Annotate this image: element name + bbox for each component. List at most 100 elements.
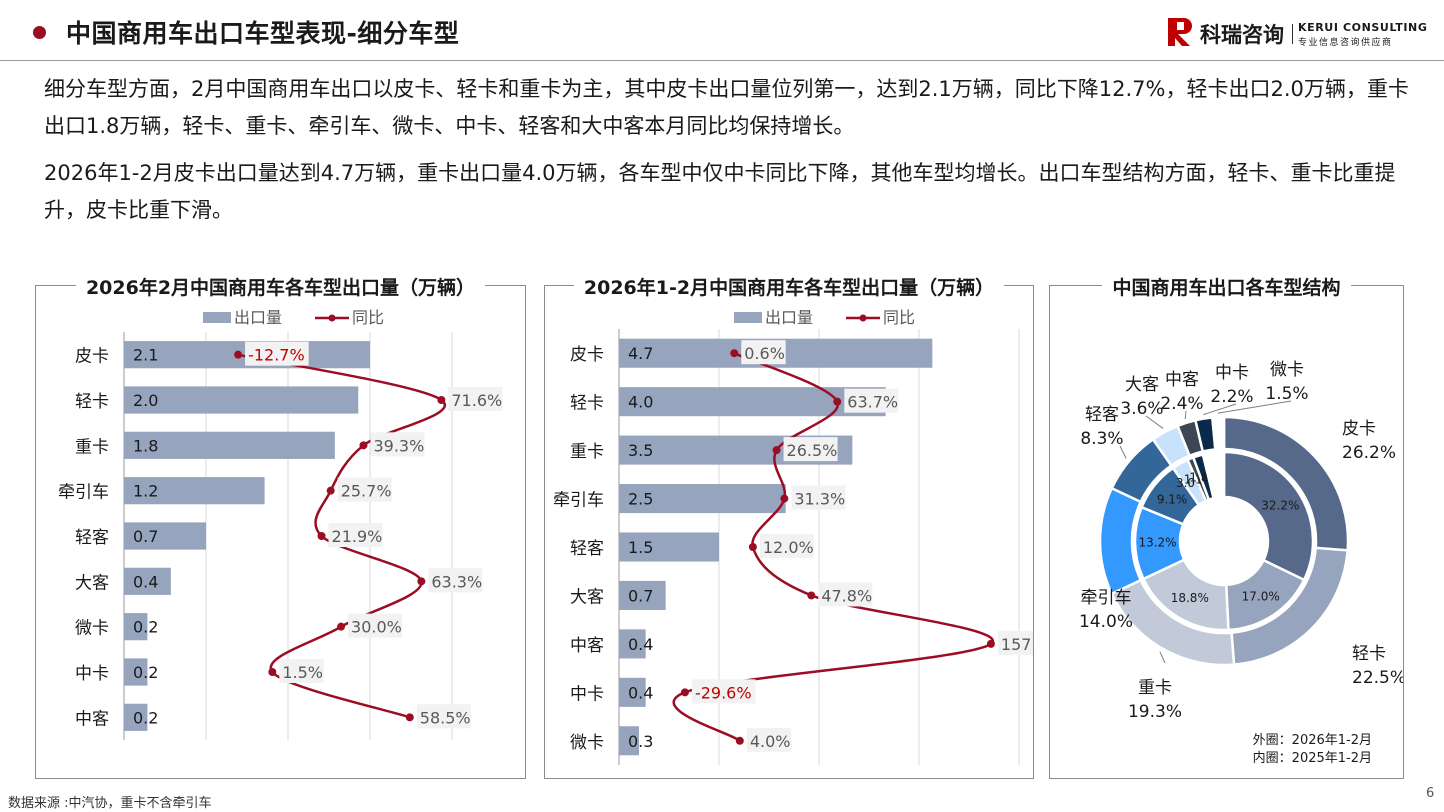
legend-label-line: 同比 [883,308,915,327]
yoy-label: 47.8% [821,586,872,605]
legend-marker-line [328,314,336,322]
bar [124,431,335,459]
yoy-label: 31.3% [794,490,845,509]
data-source: 数据来源 :中汽协，重卡不含牵引车 [8,796,212,811]
logo-tagline: 专业信息咨询供应商 [1298,38,1393,48]
chart-title: 2026年2月中国商用车各车型出口量（万辆） [75,277,486,299]
leader-line [1217,400,1292,414]
yoy-marker [735,736,744,745]
yoy-marker [337,622,346,631]
logo-chinese-name: 科瑞咨询 [1200,23,1284,47]
category-label: 中客 [570,636,604,656]
category-label: 重卡 [1138,678,1172,698]
category-label: 大客 [75,573,109,593]
yoy-label-background [691,679,756,704]
bar-value-label: 4.7 [628,344,653,363]
yoy-label: 0.6% [744,344,785,363]
inner-ring-label: 9.1% [1157,492,1188,506]
bar-value-label: 0.7 [628,586,653,605]
yoy-label: 71.6% [451,391,502,410]
category-label: 重卡 [570,442,604,462]
bar [124,522,206,550]
yoy-label-background [348,613,403,638]
category-label: 轻卡 [75,392,109,412]
yoy-label-background [448,387,503,411]
summary-paragraph-1: 细分车型方面，2月中国商用车出口以皮卡、轻卡和重卡为主，其中皮卡出口量位列第一，… [44,77,1409,138]
category-label: 中卡 [570,684,604,704]
yoy-label: 157.8% [1001,635,1033,654]
bar-value-label: 0.4 [628,683,653,702]
summary-paragraph-2: 2026年1-2月皮卡出口量达到4.7万辆，重卡出口量4.0万辆，各车型中仅中卡… [44,161,1396,222]
category-label: 中卡 [1215,363,1249,383]
yoy-label: 63.3% [431,572,482,591]
legend-marker-line [859,314,867,322]
yoy-label-background [245,341,309,366]
chart-panel-feb: 2026年2月中国商用车各车型出口量（万辆） 出口量 同比 皮卡 2.1 轻卡 2.0 重卡… [35,277,526,779]
category-label: 牵引车 [553,491,604,511]
bar [124,703,148,731]
title-bullet-icon [33,26,46,39]
bar [124,567,171,595]
outer-ring-label: 26.2% [1342,443,1396,463]
yoy-marker [417,577,426,586]
leader-line [1203,403,1237,416]
bar-value-label: 0.4 [628,635,653,654]
category-label: 中客 [1165,370,1199,390]
yoy-label-background [844,388,899,413]
category-label: 轻客 [75,528,109,548]
outer-ring-label: 19.3% [1128,702,1182,722]
yoy-label-background [746,727,792,752]
bar [619,726,639,756]
yoy-label-background [783,437,838,462]
inner-ring-slice [1201,450,1226,500]
category-label: 大客 [570,587,604,607]
yoy-marker [986,639,995,648]
yoy-marker [317,532,326,540]
bar-value-label: 1.2 [133,482,158,501]
category-label: 轻卡 [1352,644,1386,664]
inner-ring-slice [1222,450,1315,582]
yoy-label: 63.7% [847,393,898,412]
yoy-label: 1.5% [282,663,323,682]
inner-ring-label: 32.2% [1261,499,1299,513]
bar [124,386,359,414]
legend-swatch-bar [734,312,762,323]
kerui-logo-icon [1168,18,1192,46]
yoy-marker [780,494,789,503]
page-number: 6 [1426,786,1435,801]
bar-value-label: 1.5 [628,538,653,557]
bar-value-label: 0.4 [133,572,158,591]
leader-line [1184,410,1187,420]
yoy-marker [807,591,816,600]
leader-line [1145,415,1164,429]
category-label: 微卡 [75,619,109,639]
yoy-marker [833,397,842,406]
bar-value-label: 0.2 [133,708,158,727]
inner-ring-label: 13.2% [1138,536,1176,550]
outer-ring-label: 3.6% [1120,399,1163,419]
leader-line [1159,651,1166,664]
category-label: 牵引车 [1081,588,1132,608]
legend-label-bar: 出口量 [765,308,813,327]
bar [619,484,786,514]
header-divider [0,60,1444,61]
bar [619,629,646,659]
yoy-label: -12.7% [248,346,305,365]
category-label: 皮卡 [1342,419,1376,439]
inner-ring-label: 18.8% [1171,591,1209,605]
yoy-label-background [741,340,786,365]
yoy-marker [730,349,739,358]
yoy-label: 4.0% [750,732,791,751]
bar [124,658,148,686]
yoy-marker [359,441,368,450]
logo-english-name: KERUI CONSULTING [1298,21,1428,34]
header: 中国商用车出口车型表现-细分车型 科瑞咨询 KERUI CONSULTING 专… [0,0,1444,62]
category-label: 大客 [1125,375,1159,395]
yoy-label: 58.5% [420,708,471,727]
page-title: 中国商用车出口车型表现-细分车型 [66,19,460,48]
yoy-label-background [337,477,392,502]
outer-ring-label: 14.0% [1079,612,1133,632]
yoy-label-background [328,523,383,547]
bar [619,532,719,562]
